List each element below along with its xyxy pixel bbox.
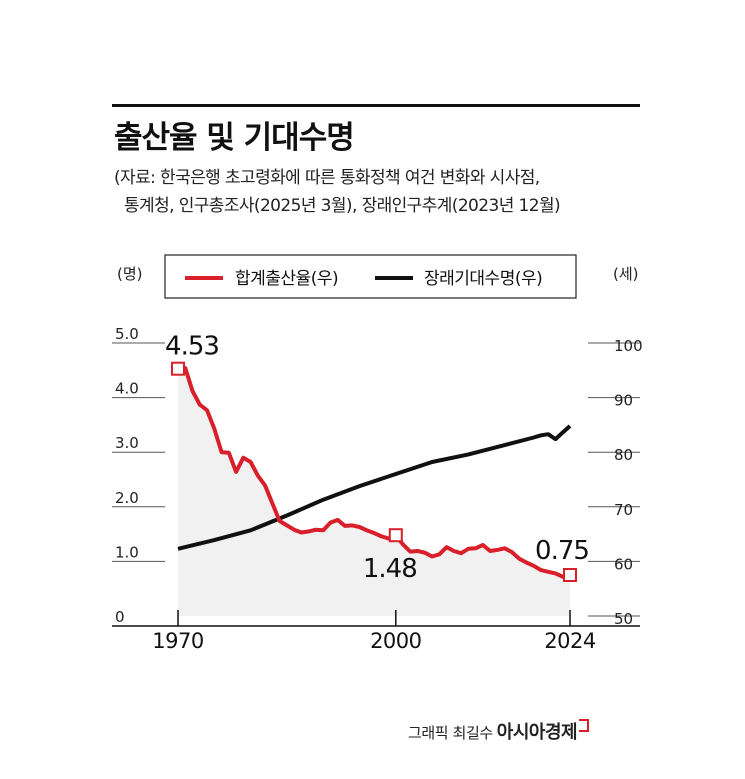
left-axis-unit: (명) — [117, 265, 143, 283]
brand-name: 아시아경제 — [496, 722, 578, 743]
fertility-area — [178, 368, 570, 616]
fertility-data-label: 1.48 — [363, 554, 417, 584]
right-axis-unit: (세) — [613, 265, 639, 283]
right-axis: 50 60 70 80 90 100 — [588, 337, 643, 628]
fertility-markers — [171, 361, 577, 582]
right-tick-label: 50 — [614, 610, 633, 628]
left-tick-label: 5.0 — [115, 325, 139, 343]
fertility-marker — [171, 361, 185, 376]
top-rule — [112, 104, 640, 107]
data-labels: 4.53 1.48 0.75 — [165, 332, 590, 585]
left-tick-label: 1.0 — [115, 543, 139, 561]
life-expectancy-line — [177, 424, 572, 551]
left-axis: 0 1.0 2.0 3.0 4.0 5.0 — [112, 325, 165, 626]
left-tick-label: 2.0 — [115, 489, 139, 507]
left-tick-label: 3.0 — [115, 434, 139, 452]
x-tick-label: 1970 — [152, 629, 203, 653]
x-axis: 1970 2000 2024 — [152, 610, 596, 653]
right-tick-label: 90 — [614, 392, 633, 410]
credit-text: 그래픽 최길수 — [408, 724, 493, 742]
source-note: (자료: 한국은행 초고령화에 따른 통화정책 여건 변화와 시사점, 통계청,… — [114, 164, 561, 220]
source-line-1: (자료: 한국은행 초고령화에 따른 통화정책 여건 변화와 시사점, — [114, 168, 540, 188]
fertility-data-label: 4.53 — [165, 332, 219, 362]
x-tick-label: 2024 — [544, 629, 596, 653]
credit: 그래픽 최길수 아시아경제 — [408, 718, 590, 744]
fertility-marker — [388, 528, 403, 543]
fertility-line — [177, 366, 571, 579]
right-tick-label: 100 — [614, 337, 643, 355]
left-tick-label: 4.0 — [115, 380, 139, 398]
fertility-marker — [563, 568, 577, 582]
left-tick-label: 0 — [115, 608, 125, 626]
legend-fertility-label: 합계출산율(우) — [235, 269, 338, 289]
right-tick-label: 60 — [614, 555, 633, 573]
legend-box — [164, 254, 577, 299]
legend: 합계출산율(우) 장래기대수명(우) — [164, 254, 577, 299]
right-tick-label: 70 — [614, 501, 633, 519]
chart-title: 출산율 및 기대수명 — [114, 120, 355, 156]
legend-life-label: 장래기대수명(우) — [424, 269, 542, 289]
x-tick-label: 2000 — [370, 629, 421, 653]
chart-svg: (명) (세) 합계출산율(우) 장래기대수명(우) 0 1.0 2.0 3.0 4.0… — [112, 254, 643, 653]
fertility-data-label: 0.75 — [535, 536, 589, 566]
brand-mark-icon — [579, 719, 590, 732]
source-line-2: 통계청, 인구총조사(2025년 3월), 장래인구추계(2023년 12월) — [124, 196, 561, 216]
right-tick-label: 80 — [614, 446, 633, 464]
